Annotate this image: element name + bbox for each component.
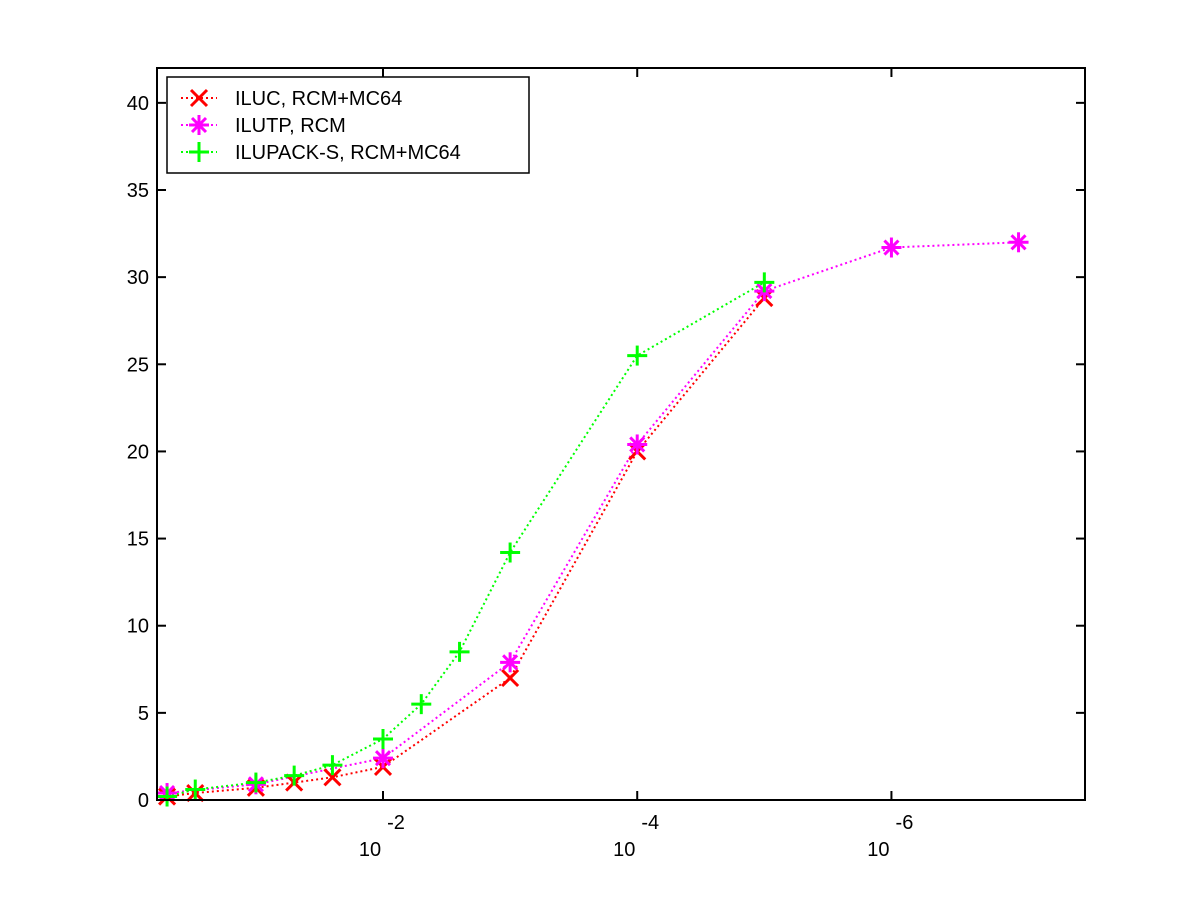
legend-item: ILUPACK-S, RCM+MC64 <box>181 142 461 164</box>
x-tick-label-base: 10 <box>359 839 381 861</box>
legend-marker <box>189 88 209 108</box>
y-tick-label: 35 <box>127 180 149 202</box>
legend-marker <box>189 115 209 135</box>
data-point-s3-2 <box>185 779 206 800</box>
legend-item: ILUC, RCM+MC64 <box>181 88 402 110</box>
y-tick-label: 0 <box>138 790 149 812</box>
legend-label: ILUPACK-S, RCM+MC64 <box>235 142 461 164</box>
x-tick-label-base: 10 <box>613 839 635 861</box>
data-point-s3-4 <box>284 765 305 786</box>
data-point-s3-7 <box>411 694 432 715</box>
data-point-s2-7 <box>881 237 902 258</box>
data-point-s2-8 <box>1008 232 1029 253</box>
x-tick-label-exponent: -6 <box>896 812 914 834</box>
x-tick-label-exponent: -2 <box>387 812 405 834</box>
y-axis-ticks: 0 5 10 15 20 25 30 35 40 <box>127 93 1085 812</box>
data-point-s1-7 <box>501 668 520 688</box>
data-point-s3-9 <box>500 542 521 563</box>
data-point-s3-10 <box>627 345 648 366</box>
legend-label: ILUC, RCM+MC64 <box>235 88 402 110</box>
y-tick-label: 30 <box>127 267 149 289</box>
legend: ILUC, RCM+MC64 ILUTP, RCM ILUPACK-S, RCM+M… <box>166 76 530 174</box>
x-tick-label-base: 10 <box>867 839 889 861</box>
y-tick-label: 15 <box>127 529 149 551</box>
legend-box <box>166 76 530 174</box>
legend-marker <box>189 142 209 162</box>
legend-item: ILUTP, RCM <box>181 115 346 137</box>
data-point-s2-5 <box>627 434 648 455</box>
axes-frame <box>156 67 1086 801</box>
data-point-s3-1 <box>157 786 178 807</box>
data-point-s1-5 <box>323 768 342 787</box>
y-tick-label: 10 <box>127 616 149 638</box>
data-point-s3-5 <box>322 755 343 776</box>
data-point-s3-8 <box>449 641 470 662</box>
data-point-s3-6 <box>373 729 394 749</box>
y-tick-label: 5 <box>138 703 149 725</box>
data-point-s2-4 <box>500 652 521 673</box>
series-line-2 <box>167 241 1019 794</box>
series-markers <box>157 232 1029 807</box>
data-point-s3-11 <box>754 272 775 293</box>
data-point-s3-3 <box>245 772 266 793</box>
y-tick-label: 25 <box>127 354 149 376</box>
data-point-s2-3 <box>373 748 394 769</box>
y-tick-label: 40 <box>127 93 149 115</box>
x-tick-label-exponent: -4 <box>641 812 659 834</box>
x-axis-ticks: 10 -2 10 -4 10 -6 <box>359 68 913 861</box>
y-tick-label: 20 <box>127 441 149 463</box>
legend-label: ILUTP, RCM <box>235 115 346 137</box>
